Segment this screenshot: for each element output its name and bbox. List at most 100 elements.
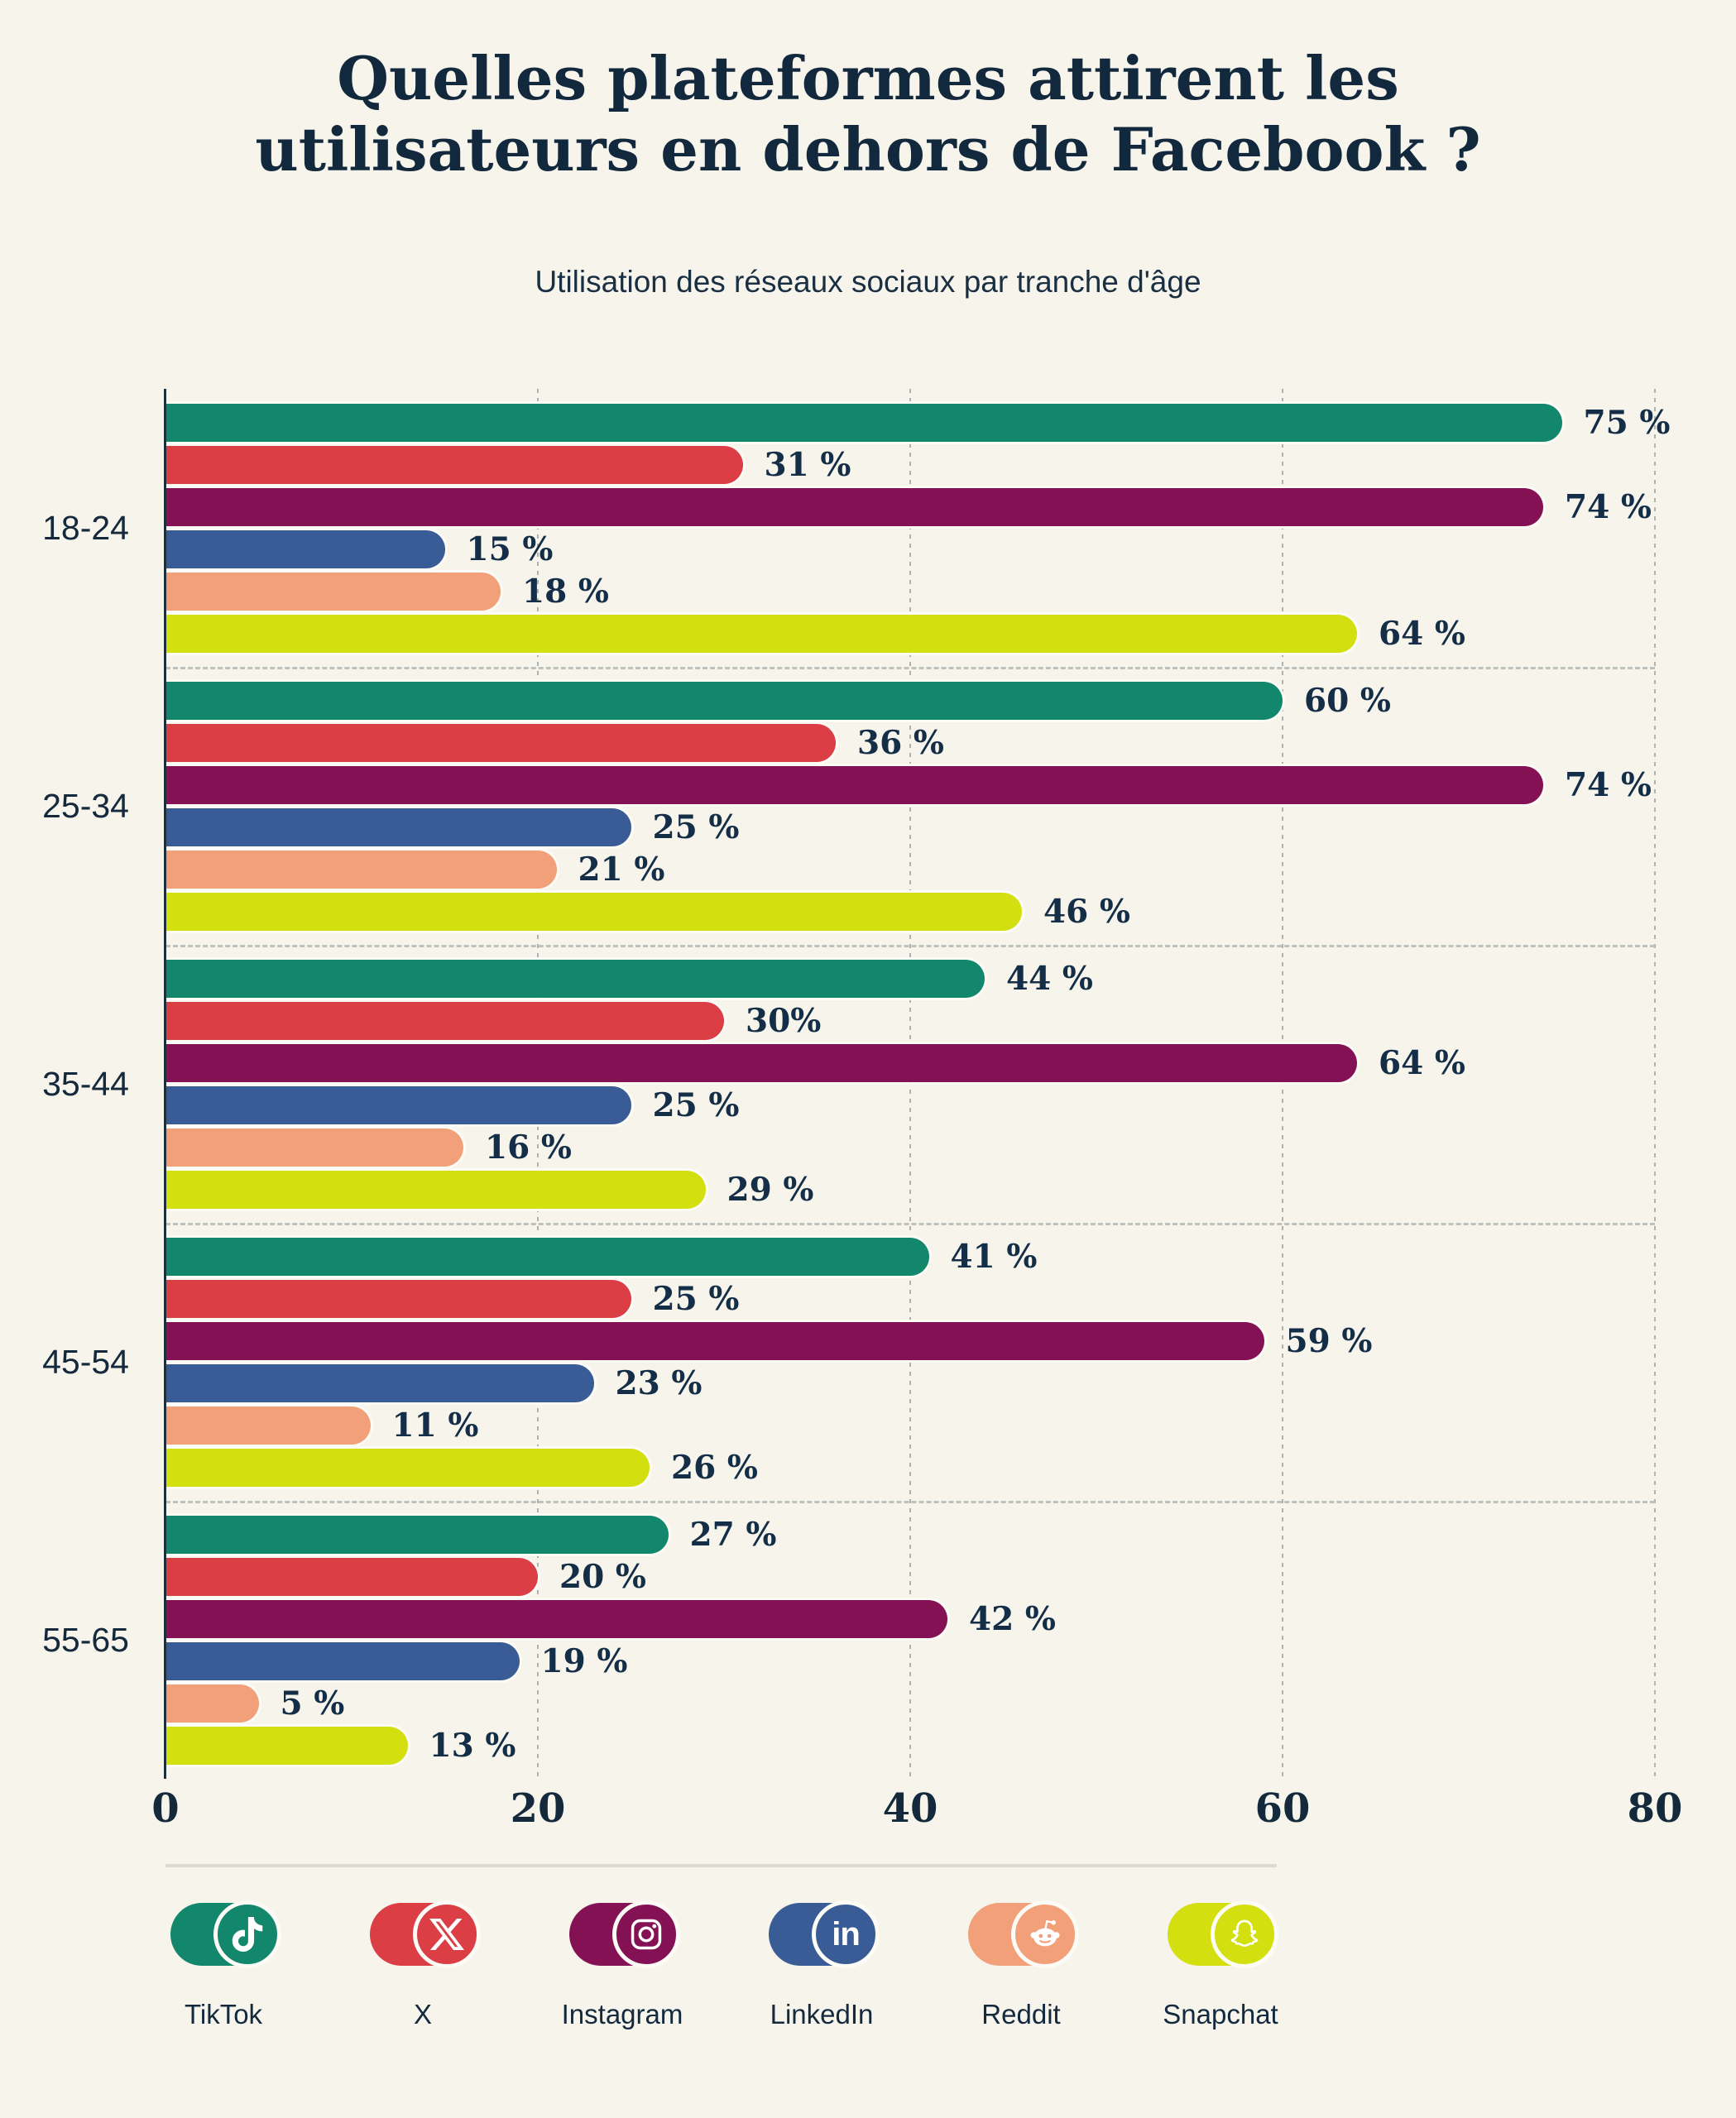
bar-group-25-34: 60 % 36 % 74 % 25 % 21 % 46 % xyxy=(165,667,1655,945)
tiktok-pill xyxy=(170,1900,281,1968)
legend-label-instagram: Instagram xyxy=(561,1999,683,2029)
bar-tiktok-18-24 xyxy=(165,403,1562,442)
group-separator xyxy=(165,945,1655,947)
chart-subtitle: Utilisation des réseaux sociaux par tran… xyxy=(535,265,1201,299)
bar-tiktok-45-54 xyxy=(165,1237,929,1276)
bar-snapchat-18-24 xyxy=(165,614,1357,653)
bar-value-label: 16 % xyxy=(485,1128,572,1167)
bar-tiktok-55-65 xyxy=(165,1515,669,1554)
bar-row-x-18-24: 31 % xyxy=(165,445,1655,484)
bar-row-linkedin-18-24: 15 % xyxy=(165,530,1655,568)
linkedin-icon: in xyxy=(812,1900,880,1968)
bar-row-linkedin-45-54: 23 % xyxy=(165,1363,1655,1402)
bar-group-45-54: 41 % 25 % 59 % 23 % 11 % 26 % xyxy=(165,1223,1655,1501)
bar-value-label: 36 % xyxy=(857,723,944,762)
bar-snapchat-55-65 xyxy=(165,1726,408,1765)
bar-value-label: 21 % xyxy=(578,850,665,889)
bar-value-label: 60 % xyxy=(1304,681,1391,720)
bar-row-linkedin-25-34: 25 % xyxy=(165,807,1655,846)
legend-label-x: X xyxy=(413,1999,433,2029)
bar-row-linkedin-55-65: 19 % xyxy=(165,1641,1655,1680)
bar-value-label: 74 % xyxy=(1565,487,1652,526)
group-separator xyxy=(165,1501,1655,1503)
bar-value-label: 64 % xyxy=(1379,1043,1465,1082)
legend-label-tiktok: TikTok xyxy=(184,1999,263,2029)
bar-reddit-18-24 xyxy=(165,572,501,611)
bar-x-55-65 xyxy=(165,1557,538,1596)
reddit-pill xyxy=(968,1900,1079,1968)
tiktok-icon xyxy=(213,1900,281,1968)
bar-value-label: 25 % xyxy=(652,807,740,846)
legend: TikTok X Instagram in LinkedIn Reddit Snapchat xyxy=(170,1900,1278,2029)
bar-value-label: 20 % xyxy=(559,1557,646,1596)
bar-row-tiktok-25-34: 60 % xyxy=(165,681,1655,720)
group-separator xyxy=(165,667,1655,669)
bar-linkedin-35-44 xyxy=(165,1085,631,1124)
bar-value-label: 29 % xyxy=(727,1170,814,1209)
linkedin-in-glyph: in xyxy=(832,1916,861,1953)
bar-row-tiktok-45-54: 41 % xyxy=(165,1237,1655,1276)
bar-tiktok-25-34 xyxy=(165,681,1283,720)
legend-item-linkedin: in LinkedIn xyxy=(769,1900,880,2029)
bar-value-label: 23 % xyxy=(615,1363,703,1402)
bar-row-reddit-55-65: 5 % xyxy=(165,1684,1655,1723)
bar-instagram-35-44 xyxy=(165,1043,1357,1082)
legend-item-snapchat: Snapchat xyxy=(1163,1900,1278,2029)
bar-value-label: 30% xyxy=(746,1001,822,1040)
bar-row-snapchat-55-65: 13 % xyxy=(165,1726,1655,1765)
bar-row-tiktok-35-44: 44 % xyxy=(165,959,1655,998)
bar-linkedin-25-34 xyxy=(165,807,631,846)
bar-instagram-25-34 xyxy=(165,765,1543,804)
bar-x-45-54 xyxy=(165,1279,631,1318)
bar-value-label: 18 % xyxy=(522,572,609,611)
bar-value-label: 59 % xyxy=(1285,1321,1373,1360)
x-tick-0: 0 xyxy=(151,1785,180,1832)
bar-row-x-35-44: 30% xyxy=(165,1001,1655,1040)
bar-value-label: 46 % xyxy=(1043,892,1130,931)
bar-row-reddit-45-54: 11 % xyxy=(165,1406,1655,1445)
bar-value-label: 31 % xyxy=(764,445,851,484)
bar-value-label: 44 % xyxy=(1006,959,1093,998)
gridline-20 xyxy=(537,389,539,1779)
bar-value-label: 74 % xyxy=(1565,765,1652,804)
bar-row-instagram-55-65: 42 % xyxy=(165,1599,1655,1638)
bar-row-snapchat-45-54: 26 % xyxy=(165,1448,1655,1487)
legend-label-reddit: Reddit xyxy=(981,1999,1061,2029)
legend-label-linkedin: LinkedIn xyxy=(770,1999,874,2029)
age-label-55-65: 55-65 xyxy=(42,1620,129,1659)
bar-row-x-45-54: 25 % xyxy=(165,1279,1655,1318)
reddit-icon xyxy=(1011,1900,1079,1968)
bar-group-55-65: 27 % 20 % 42 % 19 % 5 % 13 % xyxy=(165,1501,1655,1779)
bar-row-instagram-25-34: 74 % xyxy=(165,765,1655,804)
bar-instagram-18-24 xyxy=(165,487,1543,526)
bar-row-instagram-45-54: 59 % xyxy=(165,1321,1655,1360)
bar-instagram-45-54 xyxy=(165,1321,1264,1360)
bar-linkedin-18-24 xyxy=(165,530,445,568)
bar-group-35-44: 44 % 30% 64 % 25 % 16 % 29 % xyxy=(165,945,1655,1223)
bar-value-label: 75 % xyxy=(1583,403,1671,442)
bar-row-instagram-35-44: 64 % xyxy=(165,1043,1655,1082)
bar-row-snapchat-25-34: 46 % xyxy=(165,892,1655,931)
bar-value-label: 25 % xyxy=(652,1279,740,1318)
bar-row-reddit-35-44: 16 % xyxy=(165,1128,1655,1167)
y-axis-line xyxy=(164,389,166,1779)
bar-value-label: 27 % xyxy=(689,1515,777,1554)
snapchat-icon xyxy=(1211,1900,1278,1968)
x-icon xyxy=(413,1900,481,1968)
bar-reddit-25-34 xyxy=(165,850,557,889)
bar-linkedin-55-65 xyxy=(165,1641,520,1680)
age-label-45-54: 45-54 xyxy=(42,1342,129,1381)
bar-row-reddit-18-24: 18 % xyxy=(165,572,1655,611)
snapchat-pill xyxy=(1168,1900,1278,1968)
bar-instagram-55-65 xyxy=(165,1599,947,1638)
legend-item-reddit: Reddit xyxy=(968,1900,1079,2029)
bar-value-label: 26 % xyxy=(671,1448,758,1487)
bar-row-x-25-34: 36 % xyxy=(165,723,1655,762)
bar-value-label: 64 % xyxy=(1379,614,1465,653)
bar-row-tiktok-55-65: 27 % xyxy=(165,1515,1655,1554)
age-label-25-34: 25-34 xyxy=(42,786,129,825)
bar-reddit-45-54 xyxy=(165,1406,371,1445)
instagram-pill xyxy=(569,1900,680,1968)
x-tick-80: 80 xyxy=(1627,1785,1683,1832)
